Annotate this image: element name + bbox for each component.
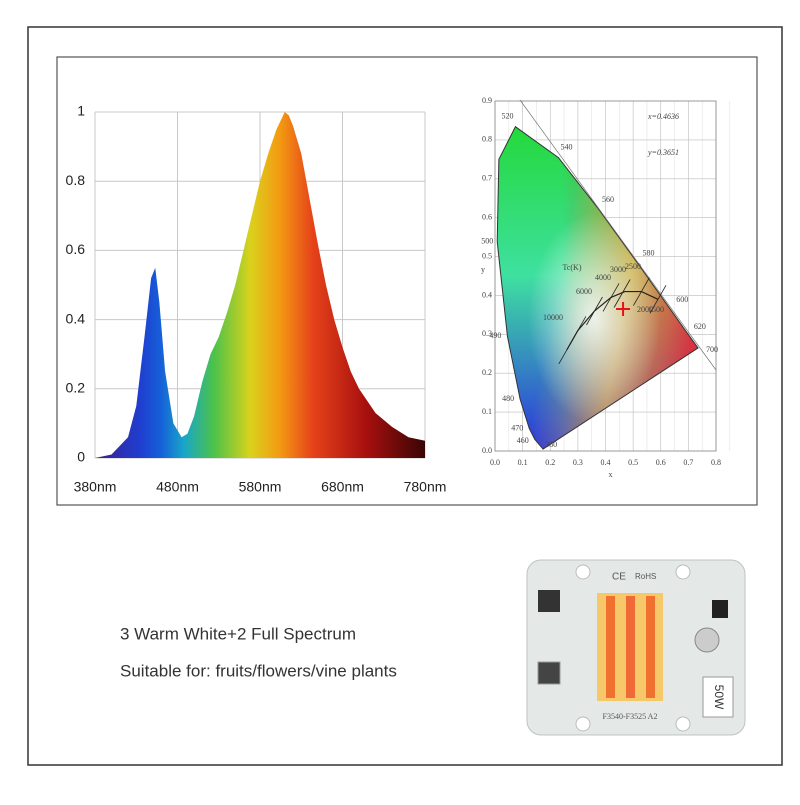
chip bbox=[538, 590, 560, 612]
y-tick-label: 0.4 bbox=[66, 310, 86, 326]
y-tick-label: 0.2 bbox=[482, 368, 492, 377]
wavelength-label: 520 bbox=[501, 111, 513, 120]
cct-label: 2500 bbox=[625, 262, 641, 271]
hole bbox=[675, 564, 691, 580]
wavelength-label: 500 bbox=[481, 237, 493, 246]
y-tick-label: 1 bbox=[77, 103, 85, 119]
x-tick-label: 0.4 bbox=[601, 458, 611, 467]
led-stripe bbox=[626, 596, 635, 698]
label-box bbox=[702, 676, 734, 718]
ce-mark: CE bbox=[612, 572, 626, 583]
wavelength-label: 560 bbox=[602, 195, 614, 204]
wavelength-label: 480 bbox=[502, 394, 514, 403]
spectrum-chart: 0 0.2 0.4 0.6 0.8 1 380nm 480nm 580nm 680nm 780nm bbox=[66, 103, 447, 495]
guide-line bbox=[519, 99, 717, 371]
cct-label: 4000 bbox=[595, 273, 611, 282]
isotherm bbox=[649, 285, 667, 314]
isotherm bbox=[613, 279, 631, 308]
y-tick-label: 0.9 bbox=[482, 96, 492, 105]
y-tick-label: 0.3 bbox=[482, 329, 492, 338]
y-tick-label: 0 bbox=[77, 449, 85, 465]
isotherm bbox=[602, 283, 620, 312]
y-axis-label: y bbox=[481, 265, 485, 274]
text-line: 3 Warm White+2 Full Spectrum bbox=[120, 624, 356, 643]
x-tick-label: 0.8 bbox=[711, 458, 721, 467]
x-tick-label: 680nm bbox=[321, 479, 364, 495]
x-tick-label: 0.3 bbox=[573, 458, 583, 467]
y-tick-label: 0.0 bbox=[482, 446, 492, 455]
power-label: 50W bbox=[712, 685, 726, 710]
cct-label: 3000 bbox=[610, 265, 626, 274]
x-tick-label: 480nm bbox=[156, 479, 199, 495]
isotherm bbox=[633, 277, 650, 306]
text-line: Suitable for: fruits/flowers/vine plants bbox=[120, 661, 397, 680]
x-tick-label: 580nm bbox=[239, 479, 282, 495]
hole bbox=[575, 564, 591, 580]
led-stripe bbox=[646, 596, 655, 698]
y-tick-label: 0.8 bbox=[66, 172, 86, 188]
wavelength-label: 620 bbox=[694, 322, 706, 331]
cct-label: 6000 bbox=[576, 287, 592, 296]
x-tick-label: 0.0 bbox=[490, 458, 500, 467]
x-tick-label: 380nm bbox=[74, 479, 117, 495]
wavelength-label: 580 bbox=[642, 248, 654, 257]
cct-label: 1500 bbox=[648, 305, 664, 314]
wavelength-label: 380 bbox=[545, 440, 557, 449]
led-board: CE RoHS 50W F3540-F3525 A2 bbox=[526, 559, 746, 736]
x-tick-label: 0.5 bbox=[628, 458, 638, 467]
rohs-mark: RoHS bbox=[635, 572, 656, 581]
x-tick-label: 0.1 bbox=[518, 458, 528, 467]
locus-outline bbox=[496, 125, 699, 450]
isotherm bbox=[586, 296, 603, 326]
cct-label: 10000 bbox=[543, 313, 563, 322]
chip bbox=[537, 661, 561, 685]
wavelength-label: 600 bbox=[676, 295, 688, 304]
x-tick-label: 0.6 bbox=[656, 458, 666, 467]
y-tick-label: 0.6 bbox=[482, 212, 492, 221]
x-tick-label: 780nm bbox=[404, 479, 447, 495]
y-tick-label: 0.1 bbox=[482, 407, 492, 416]
led-stripe bbox=[606, 596, 615, 698]
y-tick-label: 0.7 bbox=[482, 174, 492, 183]
capacitor bbox=[694, 627, 720, 653]
y-tick-label: 0.4 bbox=[482, 290, 492, 299]
hole bbox=[575, 716, 591, 732]
hole bbox=[675, 716, 691, 732]
chromaticity-point bbox=[616, 302, 631, 317]
chip bbox=[712, 600, 728, 618]
cct-title: Tc(K) bbox=[563, 263, 582, 272]
y-tick-label: 0.8 bbox=[482, 135, 492, 144]
x-axis-label: x bbox=[609, 470, 613, 479]
wavelength-label: 540 bbox=[561, 143, 573, 152]
y-tick-label: 0.2 bbox=[66, 380, 86, 396]
annotation: y=0.3651 bbox=[647, 148, 679, 157]
cct-label: 2000 bbox=[637, 305, 653, 314]
axes-frame bbox=[494, 100, 717, 452]
outer-frame bbox=[27, 26, 783, 766]
y-tick-label: 0.6 bbox=[66, 241, 86, 257]
wavelength-label: 490 bbox=[489, 331, 501, 340]
y-tick-label: 0.5 bbox=[482, 251, 492, 260]
wavelength-label: 700 bbox=[706, 345, 718, 354]
x-tick-label: 0.2 bbox=[545, 458, 555, 467]
x-tick-label: 0.7 bbox=[683, 458, 693, 467]
wavelength-label: 470 bbox=[511, 423, 523, 432]
spectrum-area bbox=[95, 112, 425, 458]
isotherm bbox=[569, 316, 587, 345]
annotation: x=0.4636 bbox=[647, 112, 679, 121]
wavelength-label: 460 bbox=[517, 436, 529, 445]
model-label: F3540-F3525 A2 bbox=[603, 712, 658, 721]
